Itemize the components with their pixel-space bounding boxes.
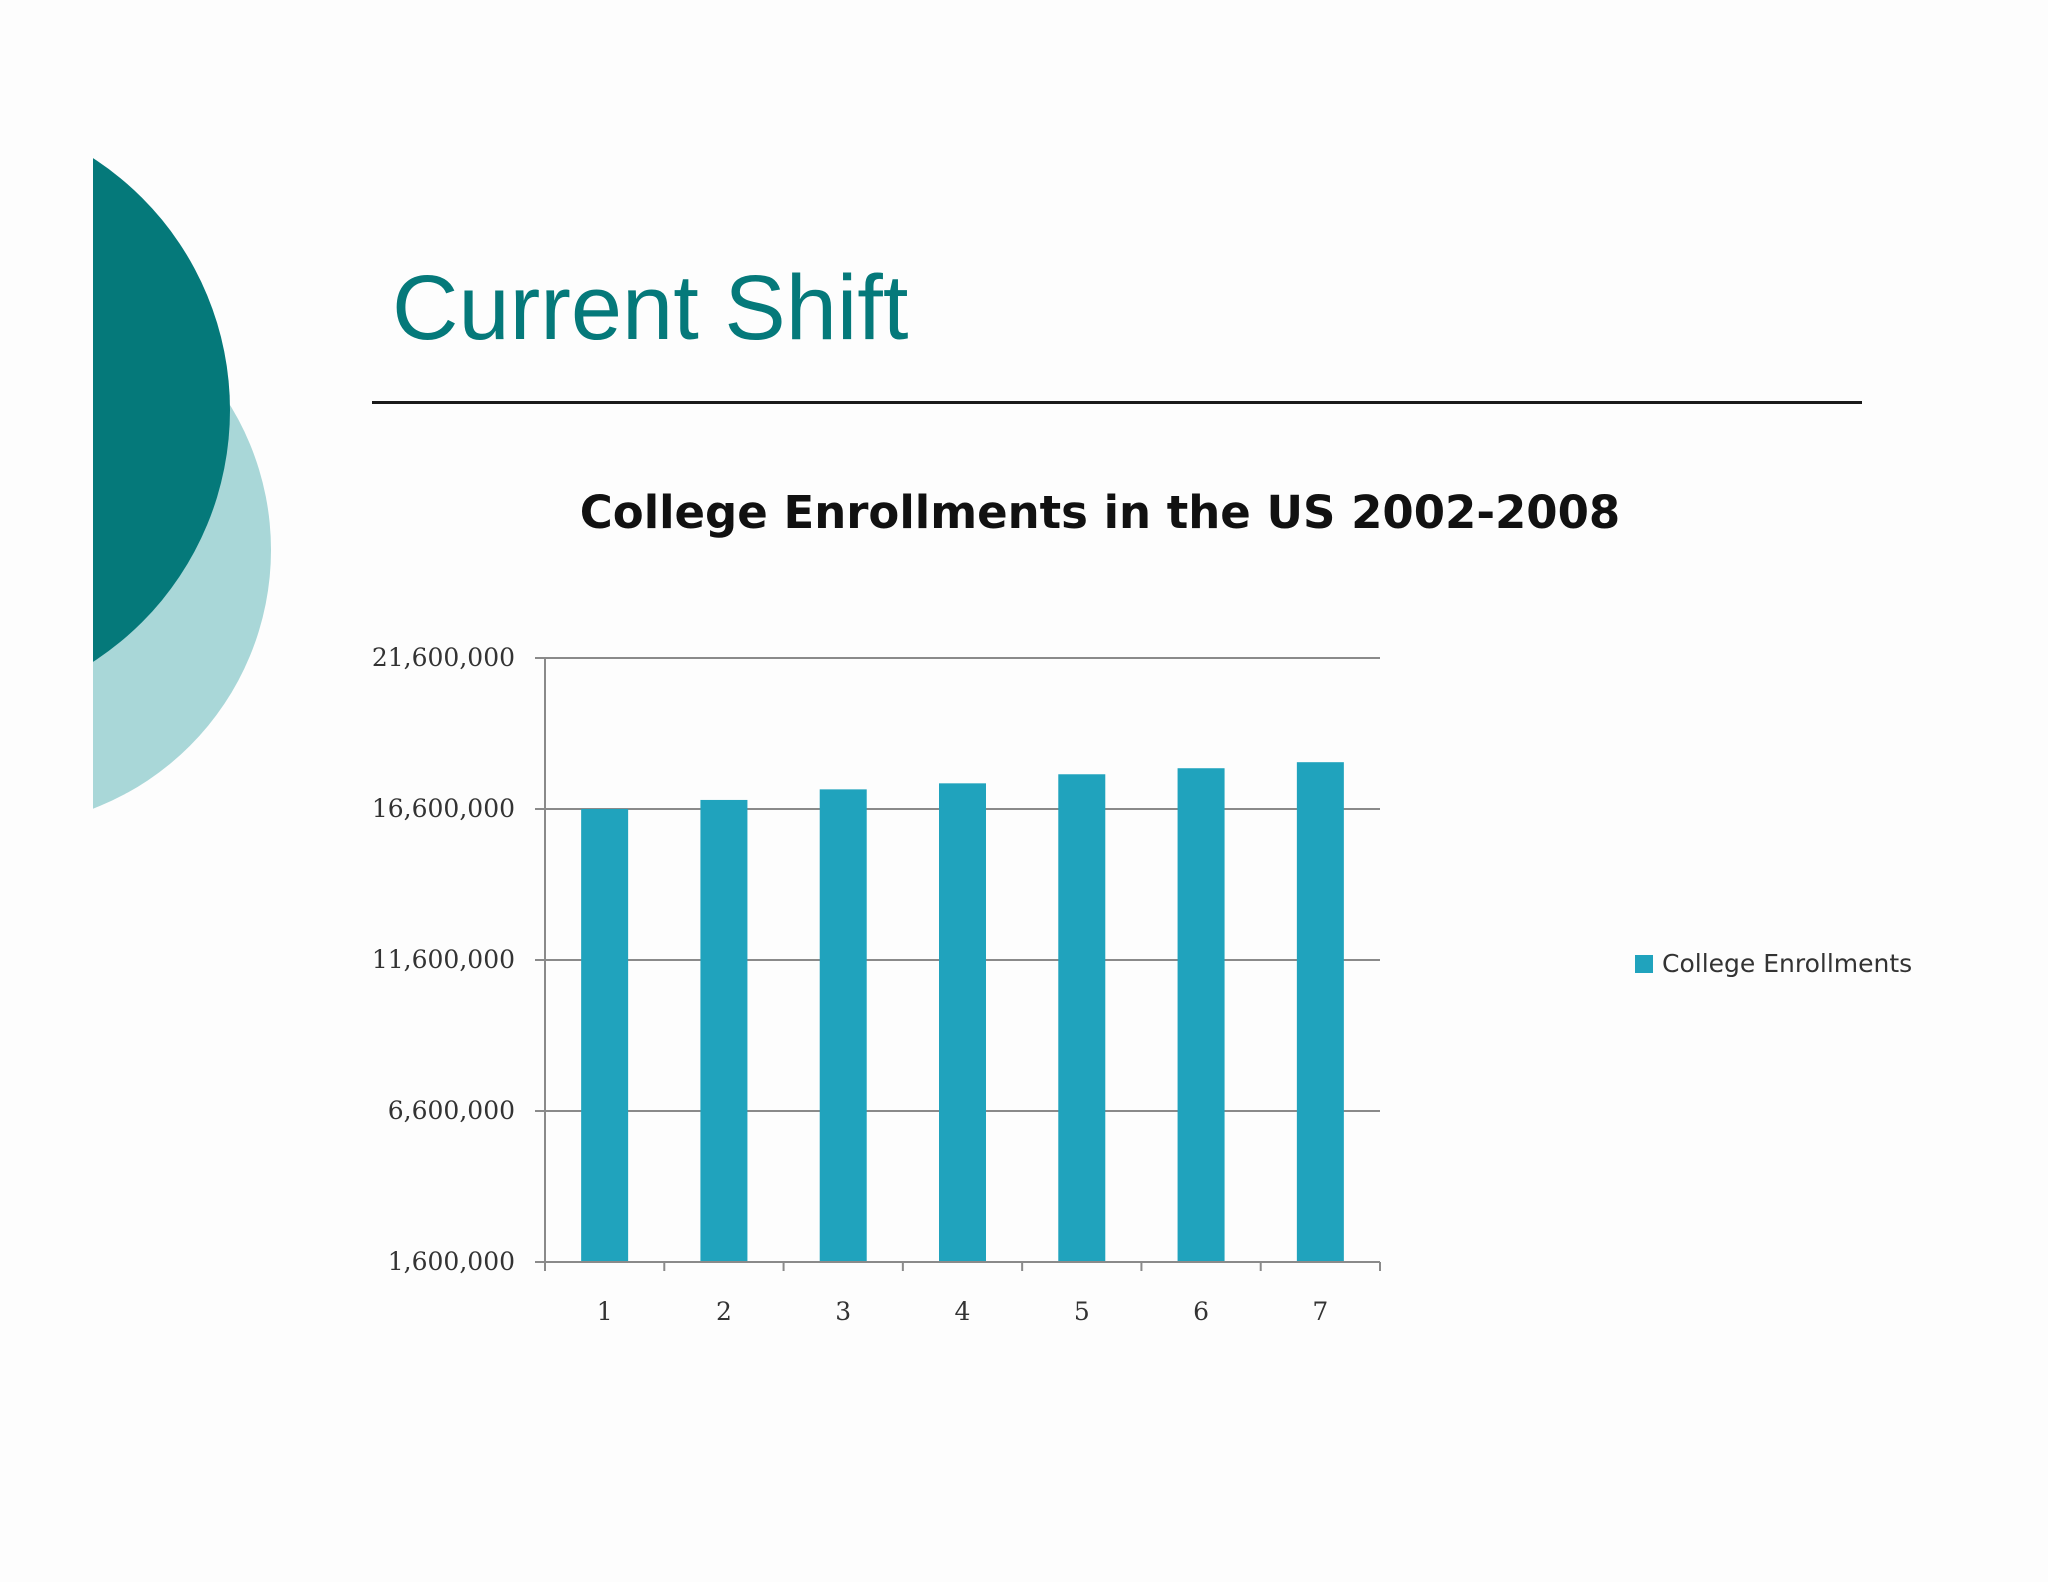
chart-title: College Enrollments in the US 2002-2008	[580, 486, 1621, 539]
bar	[581, 809, 629, 1262]
tick-labels: 1,600,0006,600,00011,600,00016,600,00021…	[372, 643, 1328, 1326]
bar	[939, 783, 986, 1262]
y-tick-label: 21,600,000	[372, 643, 515, 672]
axes	[535, 658, 1381, 1271]
x-tick-label: 4	[955, 1297, 971, 1326]
y-tick-label: 6,600,000	[388, 1096, 515, 1125]
x-tick-label: 6	[1193, 1297, 1209, 1326]
y-tick-label: 1,600,000	[388, 1247, 515, 1276]
legend: College Enrollments	[1635, 949, 1912, 978]
x-tick-label: 7	[1312, 1297, 1328, 1326]
x-tick-label: 1	[597, 1297, 613, 1326]
bar	[1058, 774, 1106, 1262]
y-tick-label: 11,600,000	[372, 945, 515, 974]
x-tick-label: 5	[1074, 1297, 1090, 1326]
decorative-circle-dark	[93, 158, 230, 662]
bar	[819, 789, 867, 1262]
slide-title: Current Shift	[392, 257, 909, 359]
bars	[581, 762, 1344, 1262]
y-tick-label: 16,600,000	[372, 794, 515, 823]
x-tick-label: 2	[716, 1297, 732, 1326]
bar	[700, 799, 748, 1262]
x-tick-label: 3	[835, 1297, 851, 1326]
decorative-circles	[93, 158, 271, 809]
title-divider	[372, 401, 1862, 404]
bar	[1177, 768, 1225, 1262]
bar	[1296, 762, 1344, 1262]
legend-label: College Enrollments	[1662, 949, 1912, 978]
legend-swatch	[1635, 955, 1653, 973]
